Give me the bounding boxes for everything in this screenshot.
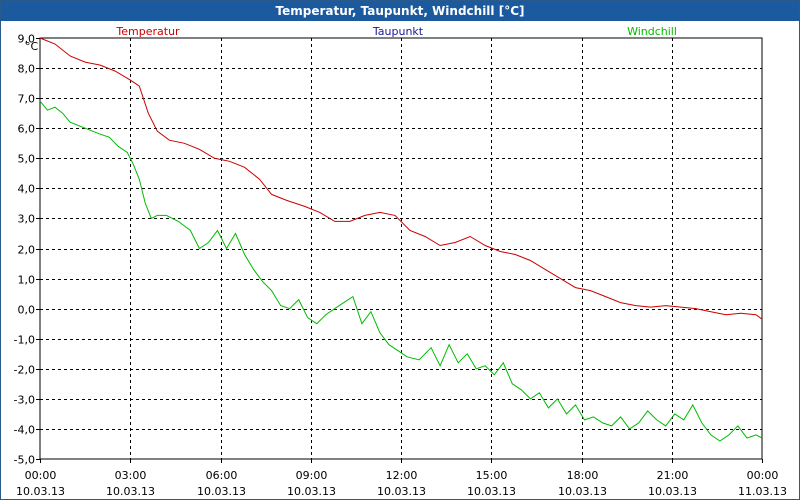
x-tick-time: 00:00 [747,469,779,482]
y-tick-label: 0,0 [18,304,36,317]
y-tick-label: -2,0 [14,364,35,377]
y-tick-label: 3,0 [18,213,36,226]
series-line-windchill [39,100,763,442]
legend-taupunkt: Taupunkt [372,25,424,38]
y-tick-label: -5,0 [14,454,35,467]
y-tick-label: 1,0 [18,274,36,287]
y-tick-label: 9,0 [18,33,36,46]
x-tick-date: 10.03.13 [377,485,426,498]
y-tick-label: 6,0 [18,123,36,136]
series-line-temperatur [39,37,763,320]
x-tick-date: 10.03.13 [106,485,155,498]
x-tick-time: 18:00 [567,469,599,482]
x-tick-time: 12:00 [386,469,418,482]
chart-title: Temperatur, Taupunkt, Windchill [°C] [1,1,799,21]
x-tick-time: 03:00 [115,469,147,482]
y-tick-label: 2,0 [18,244,36,257]
x-tick-time: 15:00 [476,469,508,482]
x-tick-date: 10.03.13 [467,485,516,498]
y-tick-label: 7,0 [18,93,36,106]
x-tick-time: 09:00 [296,469,328,482]
x-tick-time: 06:00 [206,469,238,482]
x-tick-date: 10.03.13 [197,485,246,498]
y-tick-label: 8,0 [18,63,36,76]
x-tick-date: 10.03.13 [16,485,65,498]
x-tick-date: 10.03.13 [558,485,607,498]
y-tick-label: -4,0 [14,424,35,437]
y-axis-label: °C [25,40,39,53]
x-tick-date: 10.03.13 [648,485,697,498]
y-tick-label: 4,0 [18,183,36,196]
x-tick-date: 11.03.13 [738,485,787,498]
y-tick-label: -1,0 [14,334,35,347]
legend-temperatur: Temperatur [115,25,180,38]
y-tick-label: -3,0 [14,394,35,407]
y-tick-label: 5,0 [18,153,36,166]
x-tick-time: 21:00 [657,469,689,482]
legend-windchill: Windchill [627,25,677,38]
x-tick-time: 00:00 [25,469,57,482]
x-tick-date: 10.03.13 [287,485,336,498]
